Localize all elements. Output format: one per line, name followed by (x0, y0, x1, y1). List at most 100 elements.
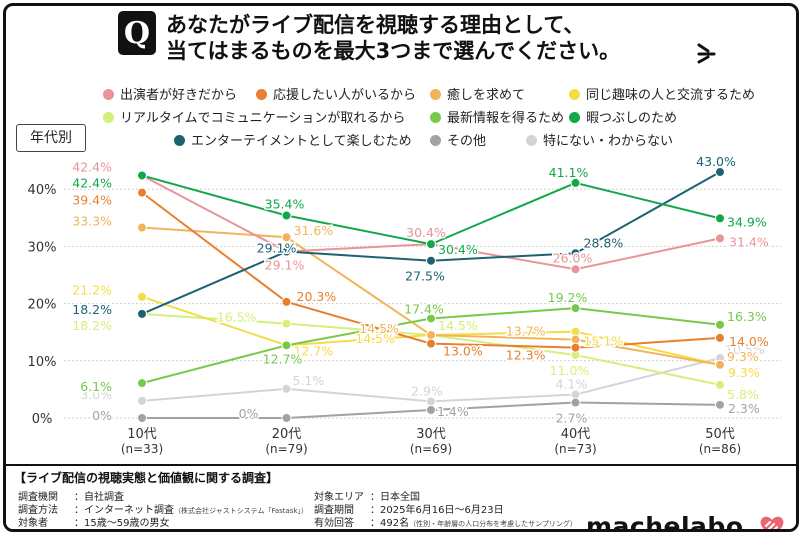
age-group-badge: 年代別 (16, 124, 86, 152)
legend-label: 同じ趣味の人と交流するため (586, 88, 756, 103)
legend-label: 暇つぶしのため (586, 111, 678, 126)
legend-label: エンターテイメントとして楽しむため (191, 134, 412, 149)
data-label: 4.1% (556, 377, 588, 392)
data-label: 18.2% (72, 318, 112, 333)
x-tick-label: 50代 (705, 427, 735, 442)
legend-swatch (430, 112, 441, 123)
legend-item: 出演者が好きだから (103, 88, 237, 104)
data-label: 29.1% (257, 241, 297, 256)
legend-swatch (526, 135, 537, 146)
legend-item: 応援したい人がいるから (256, 88, 416, 104)
data-point (137, 378, 147, 389)
data-label: 39.4% (72, 193, 112, 208)
legend-swatch (569, 89, 580, 100)
data-label: 30.4% (438, 242, 478, 257)
data-label: 1.4% (437, 404, 469, 419)
survey-info-key: 対象者 (18, 518, 48, 529)
survey-info-key: 調査期間 (314, 505, 354, 516)
legend-item: 癒しを求めて (430, 88, 525, 104)
survey-info-row: 対象者 ：15歳～59歳の男女 (18, 514, 169, 529)
survey-info-key: 有効回答 (314, 518, 354, 529)
data-point (281, 318, 292, 329)
heart-logo-icon (760, 516, 784, 529)
line-chart: 0% 10% 20% 30% 40% 10代(n=33) 20代(n=79) 30代(n=69… (28, 153, 781, 456)
data-label: 5.8% (727, 387, 759, 402)
y-tick-label: 0% (32, 412, 53, 427)
data-label: 28.8% (584, 235, 624, 250)
legend-swatch (103, 112, 114, 123)
legend-swatch (103, 89, 114, 100)
legend-item: その他 (430, 134, 486, 150)
survey-info-note: （性別・年齢層の人口分布を考慮したサンプリング） (409, 520, 577, 528)
data-label: 12.3% (506, 348, 546, 363)
legend-item: エンターテイメントとして楽しむため (174, 134, 412, 150)
data-point (137, 170, 147, 181)
legend-label: 癒しを求めて (447, 88, 526, 103)
data-point (281, 340, 292, 351)
data-label: 14.5% (355, 331, 395, 346)
data-label: 41.1% (549, 165, 589, 180)
data-label: 27.5% (405, 269, 445, 284)
data-label: 14.5% (438, 318, 478, 333)
data-label: 26.0% (553, 250, 593, 265)
data-label: 11.0% (550, 363, 590, 378)
legend-item: リアルタイムでコミュニケーションが取れるから (103, 111, 405, 127)
data-point (570, 342, 581, 353)
data-point (715, 213, 725, 224)
q-mark: Q (124, 16, 150, 51)
legend-label: 特にない・わからない (543, 134, 674, 149)
x-tick-label: 20代 (272, 427, 302, 442)
data-point (570, 264, 581, 275)
data-point (281, 246, 292, 257)
x-tick-label: 10代 (127, 427, 157, 442)
data-label: 31.4% (729, 234, 769, 249)
survey-title: 【ライブ配信の視聴実態と価値観に関する調査】 (14, 471, 279, 485)
data-label: 21.2% (72, 283, 112, 298)
data-label: 42.4% (72, 159, 112, 174)
survey-info-row: 調査方法 ：インターネット調査（株式会社ジャストシステム「Fastask」） (18, 501, 308, 516)
y-tick-label: 20% (28, 298, 57, 313)
data-label: 33.3% (72, 214, 112, 229)
survey-info-value: ：492名 (370, 518, 410, 529)
legend-swatch (430, 135, 441, 146)
data-label: 0% (92, 408, 112, 423)
data-point (715, 379, 725, 390)
data-label: 2.7% (556, 411, 588, 426)
data-point (281, 383, 292, 394)
survey-info-note: （株式会社ジャストシステム「Fastask」） (174, 507, 308, 515)
y-tick-label: 40% (28, 183, 57, 198)
survey-info-key: 調査機関 (18, 492, 58, 503)
data-label: 5.1% (293, 373, 325, 388)
x-tick-sublabel: (n=73) (554, 442, 596, 456)
data-label: 6.1% (80, 379, 112, 394)
data-label: 12.7% (294, 343, 334, 358)
data-point (715, 359, 725, 370)
survey-info-key: 調査方法 (18, 505, 58, 516)
data-point (281, 210, 292, 221)
data-label: 13.0% (443, 344, 483, 359)
data-point (137, 308, 147, 319)
data-label: 14.5% (359, 321, 399, 336)
data-label: 30.4% (406, 225, 446, 240)
survey-info-row: 調査機関 ：自社調査 (18, 488, 124, 503)
data-point (281, 413, 292, 423)
data-point (281, 296, 292, 307)
data-label: 20.3% (297, 289, 337, 304)
data-label: 15.1% (584, 334, 624, 349)
data-label: 2.3% (728, 401, 760, 416)
x-tick-label: 30代 (416, 427, 446, 442)
data-label: 18.2% (72, 302, 112, 317)
data-label: 16.5% (217, 310, 257, 325)
data-label: 43.0% (696, 154, 736, 169)
question-line-1: あなたがライブ配信を視聴する理由として、 (166, 13, 585, 37)
data-point (137, 187, 147, 198)
legend-item: 特にない・わからない (526, 134, 673, 150)
data-label: 42.4% (72, 175, 112, 190)
data-label: 10.5% (725, 342, 765, 357)
legend-swatch (430, 89, 441, 100)
data-point (715, 233, 725, 244)
data-label: 2.9% (411, 383, 443, 398)
legend-item: 暇つぶしのため (569, 111, 677, 127)
legend-label: 出演者が好きだから (120, 88, 238, 103)
legend-swatch (174, 135, 185, 146)
